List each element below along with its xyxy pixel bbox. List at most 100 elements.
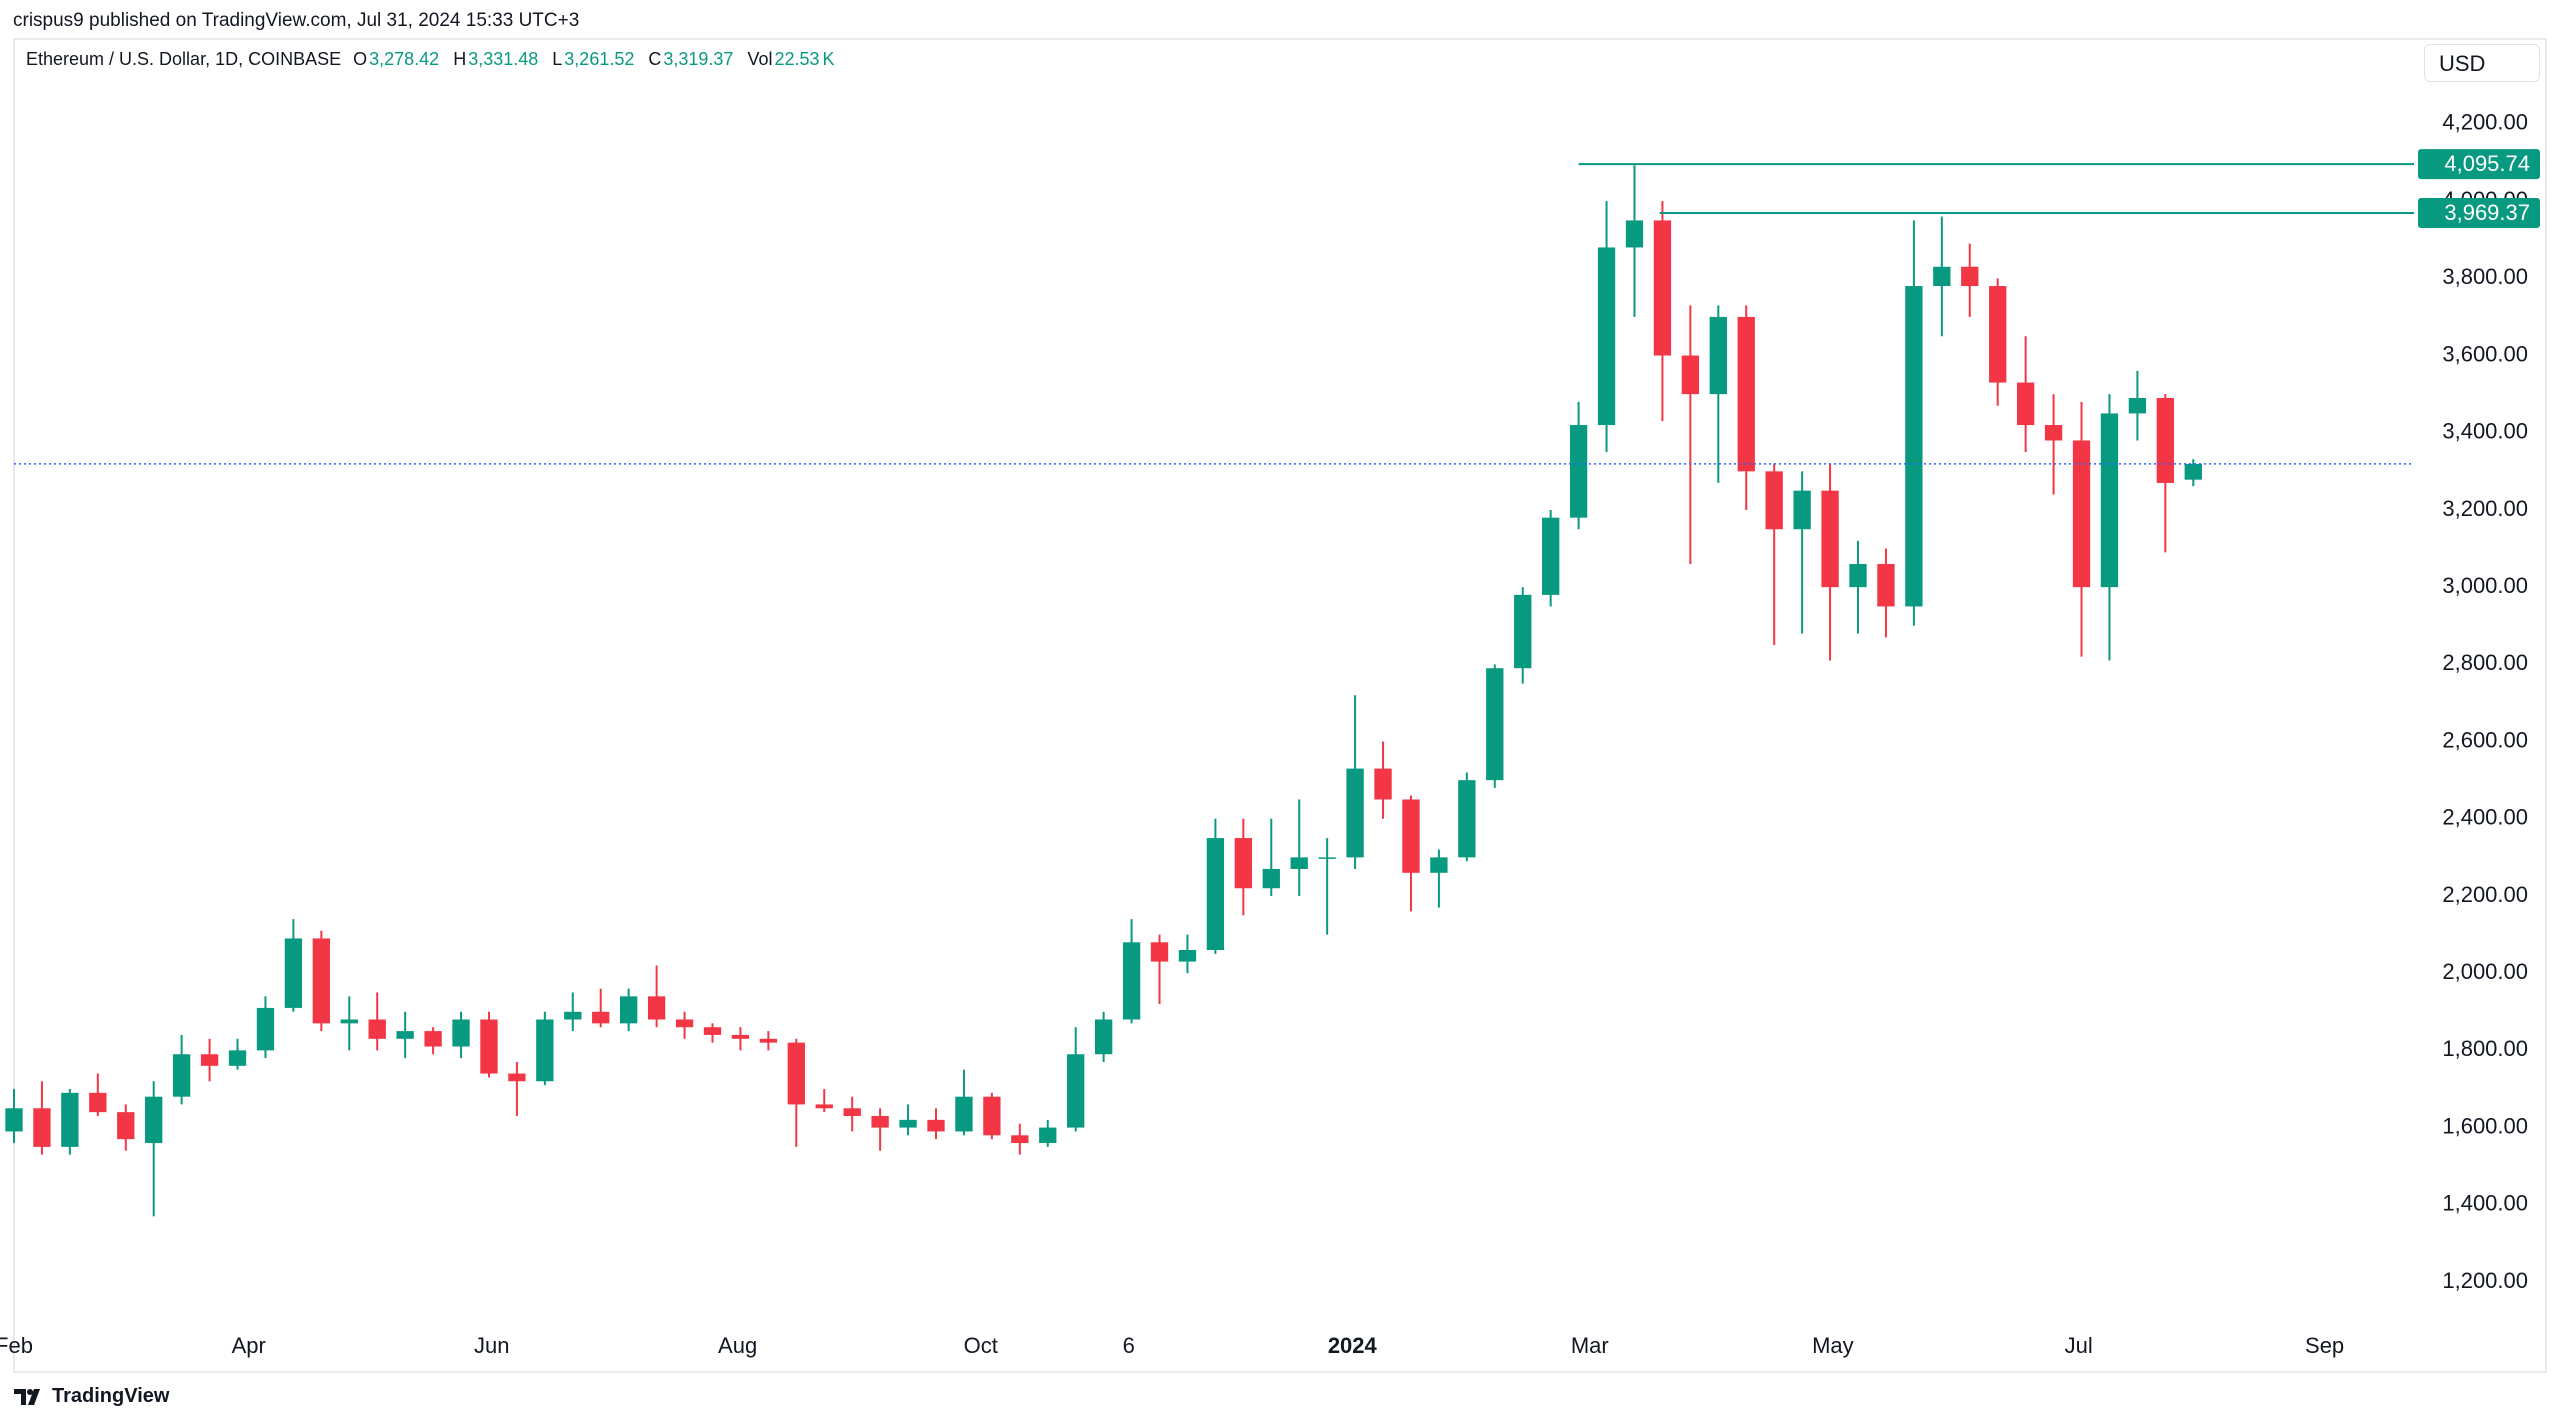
candle-body <box>1011 1135 1029 1144</box>
candle-body <box>1625 220 1644 248</box>
x-tick-label: Aug <box>718 1333 757 1358</box>
candle-body <box>256 1007 275 1051</box>
legend-key: O <box>353 49 368 69</box>
y-tick-label: 2,800.00 <box>2442 650 2528 675</box>
candle-body <box>1290 857 1308 869</box>
legend-key: H <box>453 49 467 69</box>
legend: Ethereum / U.S. Dollar, 1D, COINBASE O 3,2… <box>26 49 849 70</box>
candle-body <box>1067 1054 1085 1128</box>
x-tick-label: Jun <box>474 1333 509 1358</box>
candle-body <box>5 1108 23 1132</box>
candle-body <box>312 938 330 1024</box>
x-tick-label: 6 <box>1123 1333 1135 1358</box>
candle-body <box>1458 780 1476 858</box>
candle-body <box>2044 425 2063 441</box>
candle-body <box>1374 768 1392 800</box>
candle-body <box>1094 1019 1113 1055</box>
price-tag <box>2418 197 2540 228</box>
publish-info: crispus9 published on TradingView.com, J… <box>13 10 580 31</box>
candle-body <box>592 1011 610 1024</box>
x-tick-label: Feb <box>0 1333 33 1358</box>
candle-body <box>1989 286 2007 383</box>
candle-body <box>1793 490 1811 530</box>
legend-key: L <box>552 49 563 69</box>
y-tick-label: 2,400.00 <box>2442 805 2528 830</box>
candle-body <box>1681 355 1700 395</box>
candle-body <box>1542 517 1560 595</box>
candle-body <box>1150 942 1169 962</box>
legend-value: 3,278.42 <box>369 49 440 69</box>
candle-body <box>1849 563 1867 588</box>
candle-body <box>284 938 303 1008</box>
candle-body <box>983 1096 1001 1136</box>
y-tick-label: 1,600.00 <box>2442 1113 2528 1138</box>
candle-body <box>33 1108 51 1147</box>
candle-body <box>1346 768 1364 858</box>
x-tick-label: Oct <box>964 1333 998 1358</box>
legend-value: 3,331.48 <box>468 49 539 69</box>
candle-body <box>340 1019 358 1024</box>
legend-key: C <box>648 49 662 69</box>
candle-body <box>1821 490 1839 588</box>
candle-body <box>2016 382 2035 426</box>
y-tick-label: 1,200.00 <box>2442 1268 2528 1293</box>
candle-body <box>1569 425 1588 518</box>
candle-body <box>731 1034 750 1039</box>
y-tick-label: 4,200.00 <box>2442 110 2528 135</box>
candle-body <box>647 996 666 1020</box>
candle-body <box>536 1019 554 1082</box>
candle-body <box>396 1031 414 1039</box>
legend-key: Vol <box>747 49 773 69</box>
candle-body <box>564 1011 582 1020</box>
y-tick-label: 3,200.00 <box>2442 496 2528 521</box>
candle-body <box>452 1019 470 1047</box>
candle-body <box>815 1104 833 1109</box>
legend-unit: K <box>822 49 835 69</box>
x-tick-label: Apr <box>232 1333 266 1358</box>
candle-body <box>1709 316 1727 395</box>
candle-body <box>1933 266 1951 287</box>
x-tick-label: Mar <box>1571 1333 1609 1358</box>
candle-body <box>368 1019 386 1039</box>
currency-button[interactable]: USD <box>2424 44 2540 82</box>
candle-body <box>899 1119 917 1128</box>
candle-body <box>1178 950 1197 962</box>
candle-body <box>1737 316 1755 472</box>
y-tick-label: 1,800.00 <box>2442 1036 2528 1061</box>
candle-body <box>200 1054 219 1066</box>
y-tick-label: 2,600.00 <box>2442 727 2528 752</box>
candle-body <box>1039 1127 1057 1144</box>
candle-body <box>1653 220 1672 356</box>
candle-body <box>1597 247 1616 426</box>
brand: TradingView <box>52 1385 170 1407</box>
x-tick-label: Jul <box>2065 1333 2093 1358</box>
x-tick-label: May <box>1812 1333 1854 1358</box>
candle-body <box>480 1019 498 1074</box>
candle-body <box>1262 868 1280 889</box>
y-tick-label: 2,000.00 <box>2442 959 2528 984</box>
logo <box>14 1388 40 1405</box>
candle-body <box>228 1050 247 1066</box>
candle-body <box>843 1108 861 1117</box>
symbol: Ethereum / U.S. Dollar, 1D, COINBASE <box>26 49 342 69</box>
candle-body <box>1402 799 1420 873</box>
candle-body <box>2100 413 2119 588</box>
footer: TradingView <box>14 1385 169 1408</box>
candle-body <box>508 1073 526 1082</box>
price-tag <box>2418 149 2540 180</box>
candle-body <box>1514 594 1532 669</box>
x-tick-label: 2024 <box>1328 1333 1378 1358</box>
candle-body <box>1234 838 1252 889</box>
candle-body <box>1430 857 1448 873</box>
chart-frame <box>13 38 2547 1373</box>
y-tick-label: 3,000.00 <box>2442 573 2528 598</box>
candle-body <box>787 1042 805 1105</box>
candle-body <box>703 1027 722 1035</box>
candle-body <box>1486 668 1504 781</box>
candle-body <box>620 996 638 1024</box>
legend-value: 3,261.52 <box>564 49 635 69</box>
y-tick-label: 1,400.00 <box>2442 1191 2528 1216</box>
candle-body <box>2156 398 2174 483</box>
candle-body <box>2128 398 2147 414</box>
